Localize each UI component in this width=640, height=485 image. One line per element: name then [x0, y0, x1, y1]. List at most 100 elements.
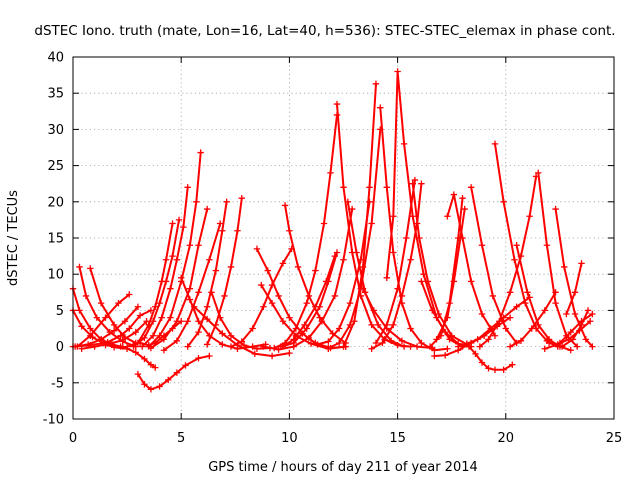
data-point	[485, 365, 492, 372]
data-point	[340, 256, 347, 263]
data-point	[160, 347, 168, 354]
series-line	[147, 151, 202, 348]
data-point	[528, 325, 535, 332]
data-point	[383, 274, 390, 282]
data-point	[574, 343, 581, 350]
data-point	[524, 289, 531, 296]
x-axis-label: GPS time / hours of day 211 of year 2014	[208, 460, 478, 475]
data-point	[567, 347, 574, 354]
series-line	[279, 251, 338, 348]
data-point	[126, 291, 133, 298]
data-point	[281, 202, 289, 209]
data-point	[160, 336, 168, 343]
series-line	[554, 208, 594, 348]
data-point	[303, 325, 310, 332]
data-point	[353, 249, 360, 256]
data-point	[115, 299, 122, 307]
data-point	[335, 339, 343, 347]
data-point	[212, 267, 220, 274]
x-tick-label: 25	[606, 431, 623, 446]
data-point	[444, 345, 451, 352]
data-point	[513, 303, 520, 310]
data-point	[578, 260, 585, 267]
data-point	[567, 328, 574, 336]
data-point	[333, 249, 341, 256]
data-point	[502, 325, 509, 332]
data-point	[325, 278, 332, 285]
data-point	[216, 314, 224, 321]
data-point	[506, 289, 514, 296]
data-point	[418, 278, 425, 285]
data-point	[526, 213, 533, 220]
data-point	[78, 345, 85, 352]
series-line	[327, 128, 382, 349]
data-point	[195, 328, 202, 336]
data-point	[383, 321, 390, 329]
data-point	[316, 314, 323, 321]
data-point	[344, 198, 352, 205]
data-point	[156, 383, 163, 390]
grid	[73, 57, 614, 419]
data-point	[368, 345, 375, 352]
data-point	[589, 310, 596, 318]
data-point	[178, 274, 185, 282]
data-point	[227, 332, 235, 339]
series-line	[411, 182, 468, 346]
data-point	[97, 336, 105, 343]
data-point	[431, 352, 438, 360]
data-point	[219, 330, 226, 337]
data-point	[221, 292, 228, 300]
data-point	[156, 299, 163, 307]
series-arc	[203, 194, 245, 348]
data-point	[416, 234, 423, 242]
data-point	[589, 343, 596, 350]
series-arc	[145, 149, 204, 350]
data-point	[286, 314, 293, 321]
data-point	[277, 343, 284, 350]
data-point	[156, 332, 163, 339]
data-point	[208, 289, 215, 296]
data-point	[169, 220, 176, 227]
data-point	[444, 213, 451, 220]
data-point	[234, 227, 241, 234]
data-point	[219, 341, 226, 348]
data-point	[467, 184, 475, 191]
data-point	[182, 362, 189, 369]
data-point	[511, 256, 518, 263]
data-point	[173, 369, 181, 376]
series-arc	[208, 289, 274, 352]
data-point	[335, 325, 343, 332]
data-point	[411, 176, 419, 184]
data-point	[563, 310, 570, 318]
data-point	[147, 361, 155, 368]
series-arc	[563, 260, 585, 318]
data-point	[253, 345, 261, 352]
y-tick-label: 20	[47, 195, 64, 210]
series-arc	[556, 310, 596, 347]
data-point	[117, 332, 124, 339]
series-arc	[78, 318, 150, 352]
data-point	[552, 299, 559, 307]
data-point	[186, 296, 194, 303]
data-point	[123, 343, 131, 350]
data-point	[467, 278, 475, 285]
data-point	[435, 310, 442, 318]
data-point	[301, 321, 308, 329]
data-point	[87, 332, 94, 339]
data-point	[253, 245, 261, 253]
y-tick-label: 30	[47, 123, 64, 138]
series-arc	[71, 303, 142, 350]
data-point	[476, 343, 484, 350]
data-point	[132, 349, 139, 356]
x-tick-label: 0	[69, 431, 77, 446]
data-point	[195, 242, 202, 249]
data-point	[398, 292, 406, 300]
data-point	[552, 205, 559, 213]
data-point	[576, 327, 583, 334]
data-point	[121, 318, 129, 325]
series-arc	[184, 198, 230, 350]
series-line	[429, 197, 464, 348]
data-point	[370, 307, 377, 314]
data-point	[485, 336, 492, 343]
data-point	[454, 343, 462, 350]
